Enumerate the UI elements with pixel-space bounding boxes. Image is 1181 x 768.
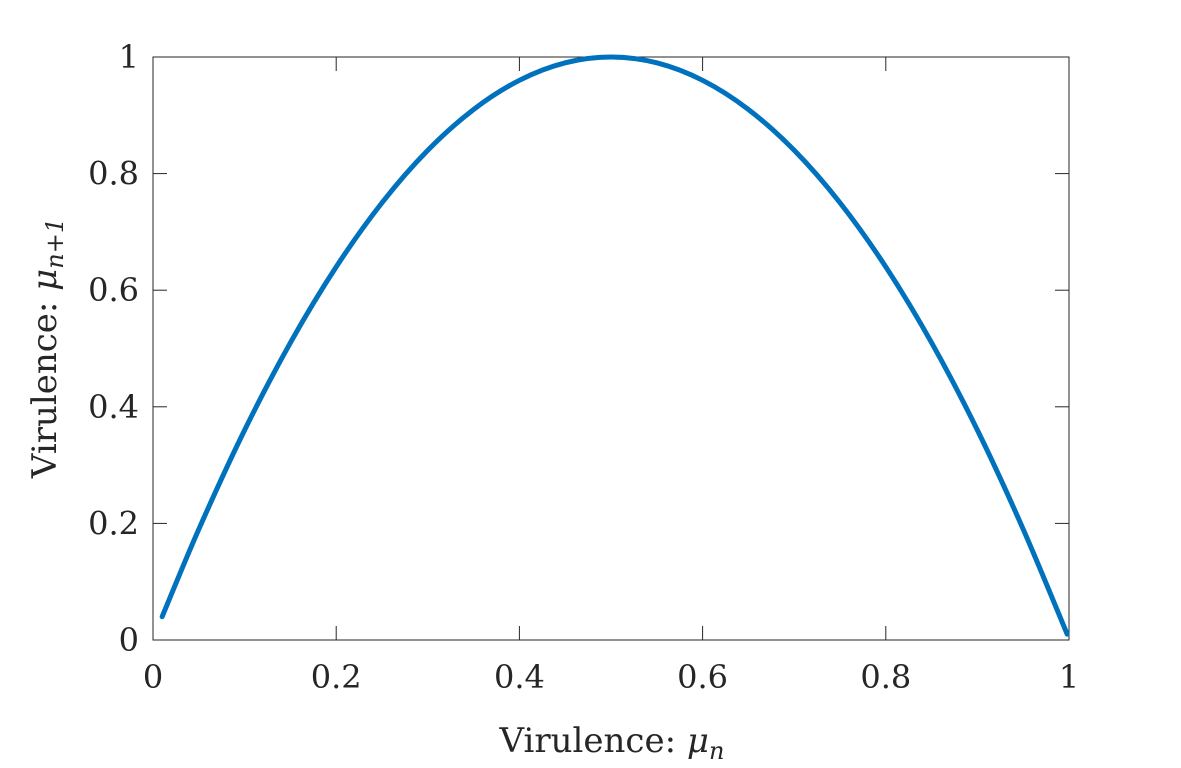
y-tick-label: 0.6 bbox=[88, 271, 139, 309]
x-axis-label: Virulence: μn bbox=[499, 721, 725, 765]
y-tick-label: 0.8 bbox=[88, 155, 139, 193]
y-tick-label: 0.4 bbox=[88, 388, 139, 426]
x-tick-label: 0.4 bbox=[494, 658, 545, 696]
series-line bbox=[159, 54, 1070, 637]
y-tick-label: 1 bbox=[119, 38, 139, 76]
x-tick-label: 0.2 bbox=[311, 658, 362, 696]
plot-frame bbox=[152, 56, 1070, 641]
series-layer bbox=[159, 54, 1070, 637]
y-tick-label: 0.2 bbox=[88, 504, 139, 542]
axes-box bbox=[152, 56, 1070, 641]
y-axis-label: Virulence: μn+1 bbox=[25, 218, 69, 479]
axis-ticks bbox=[152, 56, 1070, 641]
x-tick-label: 0 bbox=[143, 658, 163, 696]
x-tick-label: 0.8 bbox=[860, 658, 911, 696]
x-tick-label: 1 bbox=[1059, 658, 1079, 696]
x-tick-label: 0.6 bbox=[677, 658, 728, 696]
tick-labels: 0 0.2 0.4 0.6 0.8 1 0 0.2 0.4 0.6 0.8 1 bbox=[88, 38, 1079, 696]
y-tick-label: 0 bbox=[119, 621, 139, 659]
